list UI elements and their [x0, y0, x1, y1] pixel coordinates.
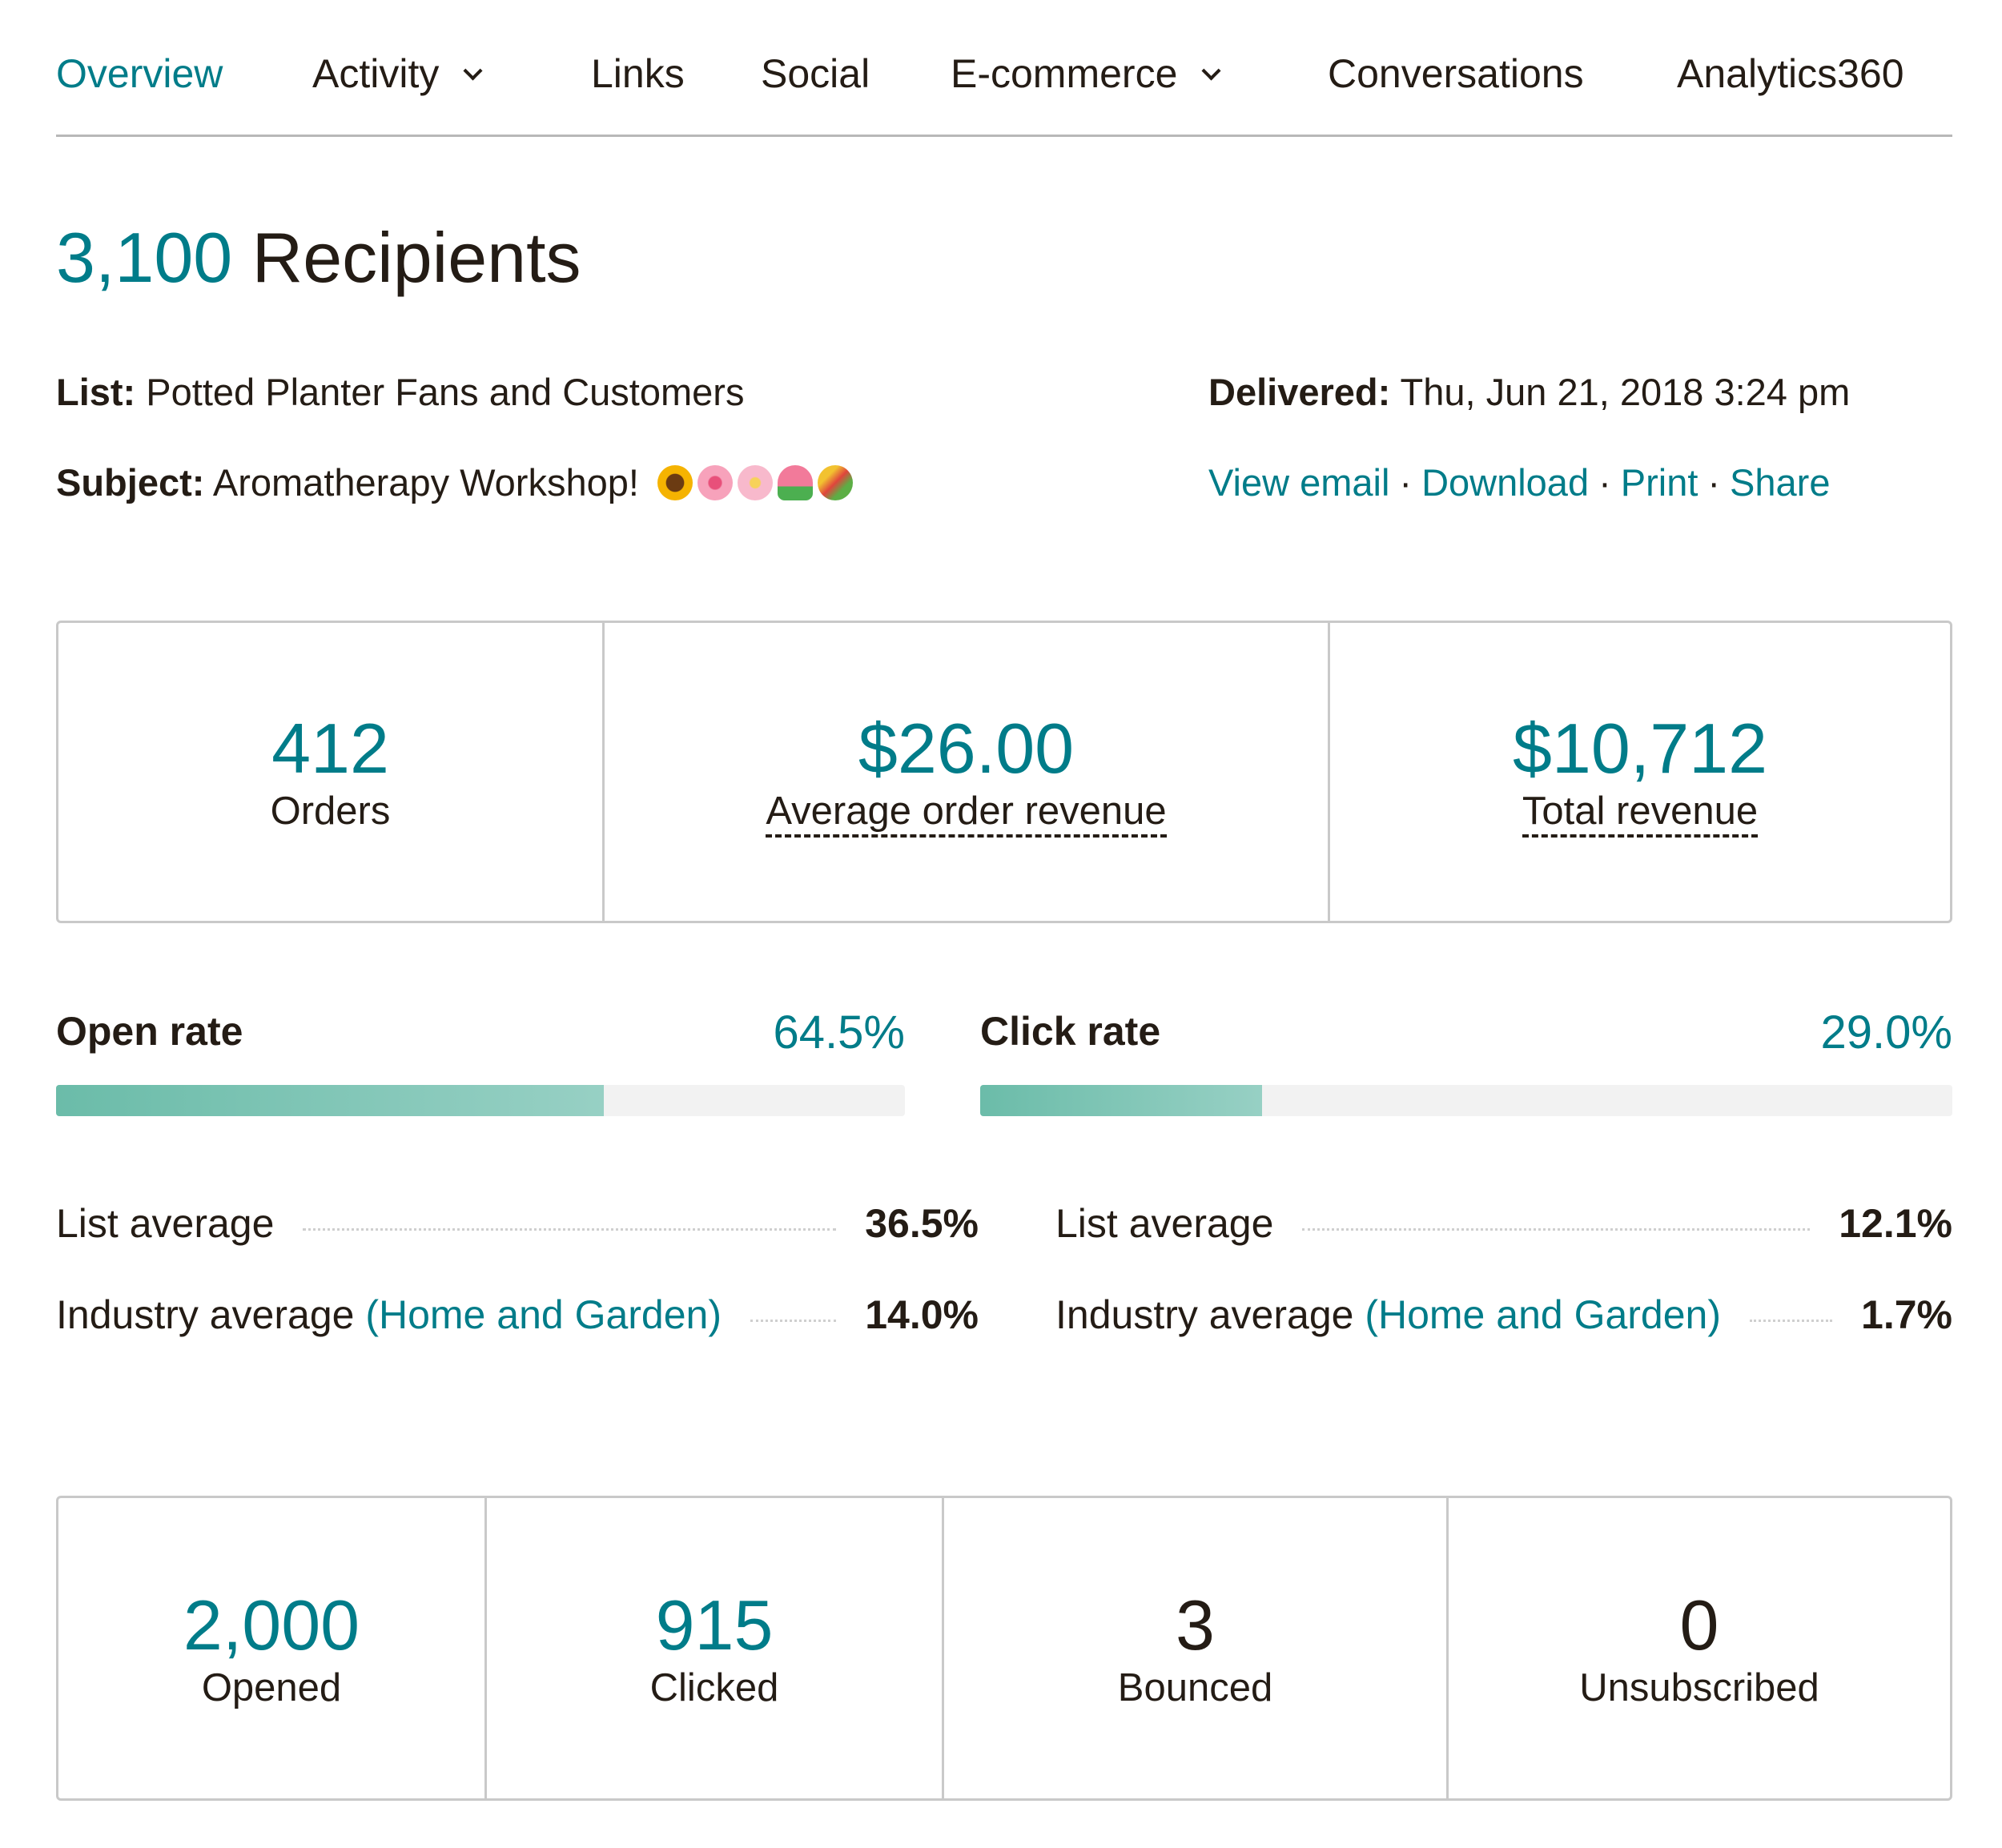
chevron-down-icon	[1201, 61, 1221, 81]
tab-overview[interactable]: Overview	[56, 50, 223, 98]
email-actions: View email · Download · Print · Share	[1208, 460, 1830, 505]
print-link[interactable]: Print	[1620, 461, 1698, 504]
dotted-leader	[303, 1228, 837, 1231]
sunflower-icon	[657, 465, 693, 500]
stat-value: 915	[655, 1585, 774, 1665]
subject-label: Subject:	[56, 461, 205, 504]
click-rate-title: Click rate	[980, 1009, 1161, 1054]
tab-label: Activity	[312, 51, 440, 96]
tab-label: Conversations	[1328, 51, 1584, 96]
total-revenue-tooltip[interactable]: Total revenue	[1522, 789, 1759, 838]
industry-link[interactable]: (Home and Garden)	[1365, 1292, 1721, 1337]
open-rate-value: 64.5%	[773, 1006, 905, 1059]
avg-label: List average	[1055, 1201, 1274, 1246]
tab-conversations[interactable]: Conversations	[1328, 50, 1584, 98]
tab-links[interactable]: Links	[591, 50, 685, 98]
separator: ·	[1707, 461, 1721, 504]
stat-label: Clicked	[649, 1665, 779, 1709]
dotted-leader	[750, 1320, 837, 1322]
separator: ·	[1598, 461, 1611, 504]
orders-stat: 412 Orders	[58, 623, 605, 921]
tulip-icon	[778, 465, 813, 500]
tab-label: Social	[761, 51, 870, 96]
bounced-stat[interactable]: 3 Bounced	[944, 1498, 1449, 1798]
tab-label: Links	[591, 51, 685, 96]
open-rate-title: Open rate	[56, 1009, 243, 1054]
open-list-average-row: List average 36.5%	[56, 1199, 979, 1247]
recipients-label: Recipients	[251, 218, 581, 297]
stat-value: $26.00	[858, 709, 1075, 788]
avg-value: 14.0%	[865, 1292, 979, 1337]
hibiscus-icon	[697, 465, 733, 500]
open-rate-bar-fill	[56, 1085, 604, 1116]
tab-label: Analytics360	[1677, 51, 1904, 96]
chevron-down-icon	[463, 61, 483, 81]
tab-ecommerce[interactable]: E-commerce	[951, 50, 1221, 98]
average-order-revenue-tooltip[interactable]: Average order revenue	[766, 789, 1167, 838]
report-tabs: Overview Activity Links Social E-commerc…	[56, 0, 1952, 137]
unsubscribed-stat[interactable]: 0 Unsubscribed	[1449, 1498, 1950, 1798]
click-rate-value: 29.0%	[1820, 1006, 1952, 1059]
tab-label: Overview	[56, 51, 223, 96]
avg-label: Industry average	[1055, 1292, 1354, 1337]
avg-label: Industry average	[56, 1292, 355, 1337]
stat-label: Orders	[270, 789, 391, 833]
tab-activity[interactable]: Activity	[312, 50, 483, 98]
list-info: List: Potted Planter Fans and Customers	[56, 370, 744, 415]
delivered-info: Delivered: Thu, Jun 21, 2018 3:24 pm	[1208, 370, 1850, 415]
page-title: 3,100 Recipients	[56, 218, 581, 298]
click-list-average-row: List average 12.1%	[1055, 1199, 1952, 1247]
industry-link[interactable]: (Home and Garden)	[365, 1292, 722, 1337]
delivered-value: Thu, Jun 21, 2018 3:24 pm	[1400, 371, 1851, 413]
list-label: List:	[56, 371, 136, 413]
view-email-link[interactable]: View email	[1208, 461, 1390, 504]
subject-value: Aromatherapy Workshop!	[212, 461, 639, 504]
stat-label: Bounced	[1117, 1665, 1273, 1709]
list-value: Potted Planter Fans and Customers	[146, 371, 745, 413]
stat-value: 412	[271, 709, 389, 788]
tab-label: E-commerce	[951, 51, 1178, 96]
tab-analytics360[interactable]: Analytics360	[1677, 50, 1904, 98]
dotted-leader	[1750, 1320, 1833, 1322]
click-rate-bar	[980, 1085, 1952, 1116]
click-rate-bar-fill	[980, 1085, 1263, 1116]
ecommerce-summary: 412 Orders $26.00 Average order revenue …	[56, 621, 1952, 923]
dotted-leader	[1302, 1228, 1811, 1231]
separator: ·	[1399, 461, 1413, 504]
clicked-stat[interactable]: 915 Clicked	[487, 1498, 944, 1798]
total-revenue-stat: $10,712 Total revenue	[1330, 623, 1950, 921]
cherry-blossom-icon	[738, 465, 773, 500]
click-industry-average-row: Industry average (Home and Garden) 1.7%	[1055, 1291, 1952, 1339]
opened-stat[interactable]: 2,000 Opened	[58, 1498, 487, 1798]
avg-value: 12.1%	[1839, 1201, 1952, 1246]
stat-label: Unsubscribed	[1579, 1665, 1819, 1709]
stat-value: 0	[1679, 1585, 1719, 1665]
recipients-count: 3,100	[56, 218, 233, 297]
average-order-revenue-stat: $26.00 Average order revenue	[605, 623, 1330, 921]
tab-social[interactable]: Social	[761, 50, 870, 98]
engagement-stats: 2,000 Opened 915 Clicked 3 Bounced 0 Uns…	[56, 1496, 1952, 1801]
avg-label: List average	[56, 1201, 275, 1246]
subject-info: Subject: Aromatherapy Workshop!	[56, 460, 858, 505]
open-rate-bar	[56, 1085, 905, 1116]
stat-value: 3	[1176, 1585, 1215, 1665]
stat-value: 2,000	[183, 1585, 360, 1665]
delivered-label: Delivered:	[1208, 371, 1391, 413]
stat-value: $10,712	[1512, 709, 1768, 788]
download-link[interactable]: Download	[1421, 461, 1590, 504]
stat-label: Opened	[201, 1665, 342, 1709]
avg-value: 36.5%	[865, 1201, 979, 1246]
share-link[interactable]: Share	[1730, 461, 1831, 504]
open-industry-average-row: Industry average (Home and Garden) 14.0%	[56, 1291, 979, 1339]
avg-value: 1.7%	[1861, 1292, 1952, 1337]
bouquet-icon	[818, 465, 853, 500]
